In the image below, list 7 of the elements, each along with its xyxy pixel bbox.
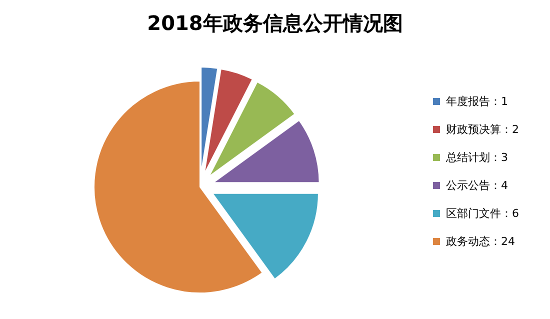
legend-label: 财政预决算：2 <box>446 123 519 136</box>
legend-label: 公示公告：4 <box>446 179 508 192</box>
legend-label: 区部门文件：6 <box>446 207 519 220</box>
legend-label: 总结计划：3 <box>445 151 508 164</box>
chart-title: 2018年政务信息公开情况图 <box>147 11 403 35</box>
legend-label: 政务动态：24 <box>446 235 515 248</box>
legend-label: 年度报告：1 <box>446 95 508 108</box>
